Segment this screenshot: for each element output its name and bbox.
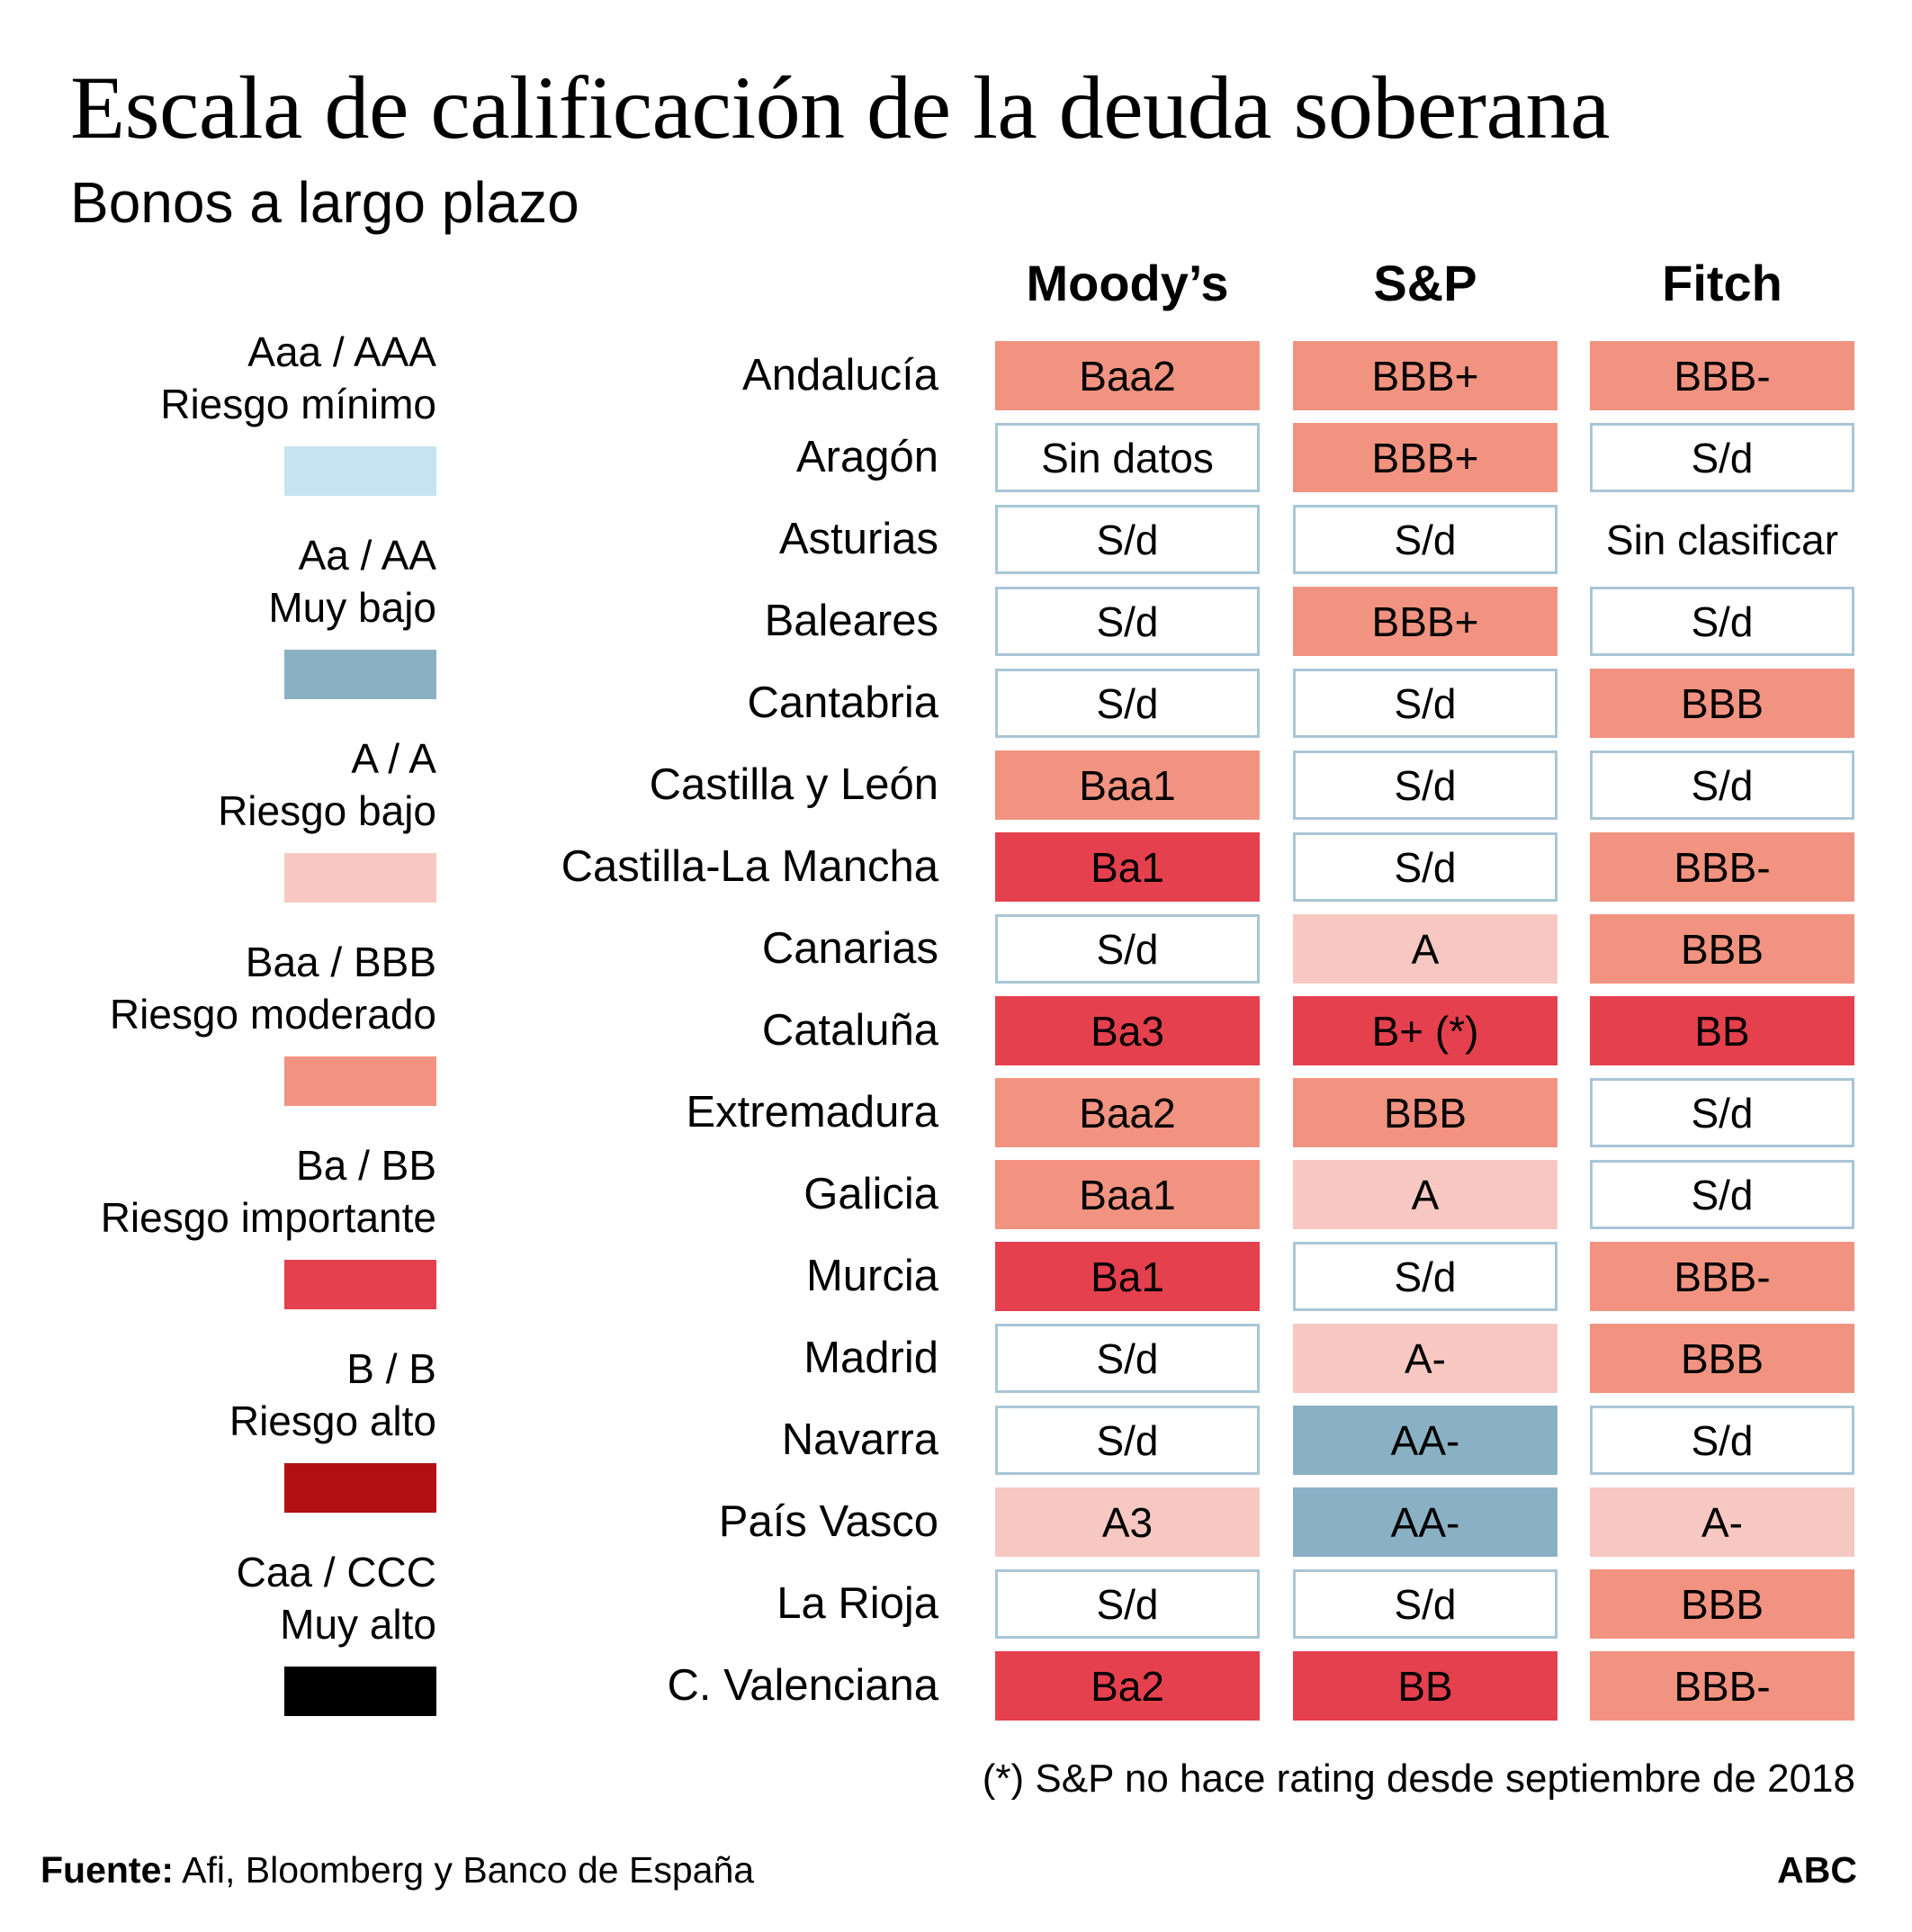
legend-risk: Riesgo importante <box>100 1194 436 1241</box>
rating-cell: S/d <box>1590 1078 1854 1147</box>
rating-cell: S/d <box>1293 832 1557 902</box>
legend-scale: Baa / BBB <box>245 939 436 985</box>
source-note: Fuente: Afi, Bloomberg y Banco de España <box>40 1849 754 1892</box>
legend-risk: Riesgo moderado <box>109 991 436 1038</box>
footnote: (*) S&P no hace rating desde septiembre … <box>982 1757 1855 1801</box>
region-label: Navarra <box>781 1415 938 1464</box>
region-label: Canarias <box>761 924 938 973</box>
region-label: La Rioja <box>776 1579 938 1628</box>
rating-cell: S/d <box>995 914 1260 984</box>
column-header: Moody’s <box>1026 255 1229 311</box>
rating-cell: Sin clasificar <box>1590 505 1854 574</box>
rating-cell: S/d <box>1293 669 1557 738</box>
legend-swatch <box>284 446 436 496</box>
rating-cell: A- <box>1590 1487 1854 1557</box>
rating-cell: S/d <box>995 1406 1260 1475</box>
region-label: Castilla y León <box>649 760 938 809</box>
region-label: Cantabria <box>747 678 938 727</box>
legend-scale: B / B <box>346 1345 436 1392</box>
rating-cell: BBB <box>1590 914 1854 984</box>
rating-cell: Ba3 <box>995 996 1260 1065</box>
chart-subtitle: Bonos a largo plazo <box>70 170 579 235</box>
region-label: Madrid <box>803 1334 938 1382</box>
rating-cell: S/d <box>995 1569 1260 1639</box>
rating-cell: S/d <box>995 669 1260 738</box>
legend-risk: Muy alto <box>280 1601 436 1648</box>
rating-cell: A <box>1293 914 1557 984</box>
rating-cell: BBB <box>1293 1078 1557 1147</box>
rating-cell: BBB- <box>1590 1242 1854 1311</box>
region-label: Asturias <box>778 515 938 563</box>
region-label: Murcia <box>805 1252 938 1300</box>
region-label: Cataluña <box>761 1006 938 1055</box>
legend-scale: Aa / AA <box>298 532 436 579</box>
rating-cell: S/d <box>1293 505 1557 574</box>
rating-cell: S/d <box>1293 1569 1557 1639</box>
legend-risk: Riesgo bajo <box>218 787 436 834</box>
rating-cell: BBB <box>1590 1569 1854 1639</box>
rating-cell: Baa2 <box>995 1078 1260 1147</box>
rating-cell: BBB- <box>1590 832 1854 902</box>
region-label: Baleares <box>764 597 938 645</box>
legend-scale: A / A <box>351 735 436 782</box>
rating-cell: Baa1 <box>995 1160 1260 1229</box>
chart-title: Escala de calificación de la deuda sober… <box>70 58 1610 157</box>
rating-cell: S/d <box>1590 1160 1854 1229</box>
rating-cell: BB <box>1293 1651 1557 1721</box>
source-text: Afi, Bloomberg y Banco de España <box>174 1849 755 1891</box>
rating-cell: AA- <box>1293 1406 1557 1475</box>
legend-swatch <box>284 853 436 903</box>
rating-cell: S/d <box>1590 587 1854 656</box>
region-label: C. Valenciana <box>667 1661 938 1710</box>
region-label: Galicia <box>803 1170 938 1218</box>
rating-cell: BBB <box>1590 669 1854 738</box>
rating-cell: S/d <box>995 505 1260 574</box>
rating-cell: B+ (*) <box>1293 996 1557 1065</box>
legend-risk: Riesgo mínimo <box>160 381 436 427</box>
rating-cell: Sin datos <box>995 423 1260 492</box>
rating-cell: Ba1 <box>995 832 1260 902</box>
rating-cell: Ba2 <box>995 1651 1260 1721</box>
rating-cell: S/d <box>1590 1406 1854 1475</box>
legend-risk: Riesgo alto <box>229 1397 436 1444</box>
legend-swatch <box>284 1260 436 1309</box>
brand-logo: ABC <box>1777 1849 1857 1891</box>
rating-cell: A <box>1293 1160 1557 1229</box>
rating-cell: BBB <box>1590 1324 1854 1393</box>
region-label: Andalucía <box>742 351 938 400</box>
region-label: Extremadura <box>686 1088 938 1137</box>
rating-cell: BBB- <box>1590 341 1854 410</box>
column-header: S&P <box>1373 255 1477 311</box>
rating-cell: Ba1 <box>995 1242 1260 1311</box>
rating-cell: BBB+ <box>1293 341 1557 410</box>
source-label: Fuente: <box>40 1849 175 1891</box>
rating-cell: S/d <box>1590 423 1854 492</box>
legend-scale: Caa / CCC <box>236 1549 436 1595</box>
region-label: Castilla-La Mancha <box>561 842 938 891</box>
rating-cell: BBB+ <box>1293 423 1557 492</box>
rating-cell: S/d <box>1590 750 1854 820</box>
legend-scale: Ba / BB <box>296 1142 436 1189</box>
legend-risk: Muy bajo <box>268 584 436 631</box>
rating-cell: Baa1 <box>995 750 1260 820</box>
rating-cell: AA- <box>1293 1487 1557 1557</box>
rating-cell: Baa2 <box>995 341 1260 410</box>
rating-cell: A- <box>1293 1324 1557 1393</box>
rating-cell: S/d <box>1293 750 1557 820</box>
rating-cell: S/d <box>995 587 1260 656</box>
rating-cell: A3 <box>995 1487 1260 1557</box>
rating-cell: BBB+ <box>1293 587 1557 656</box>
legend-swatch <box>284 1463 436 1513</box>
legend-swatch <box>284 650 436 699</box>
legend-swatch <box>284 1056 436 1106</box>
rating-cell: BB <box>1590 996 1854 1065</box>
rating-cell: BBB- <box>1590 1651 1854 1721</box>
legend-scale: Aaa / AAA <box>247 328 436 375</box>
region-label: Aragón <box>795 433 938 481</box>
legend-swatch <box>284 1667 436 1716</box>
column-header: Fitch <box>1662 255 1782 311</box>
rating-cell: S/d <box>995 1324 1260 1393</box>
region-label: País Vasco <box>718 1497 938 1546</box>
rating-cell: S/d <box>1293 1242 1557 1311</box>
